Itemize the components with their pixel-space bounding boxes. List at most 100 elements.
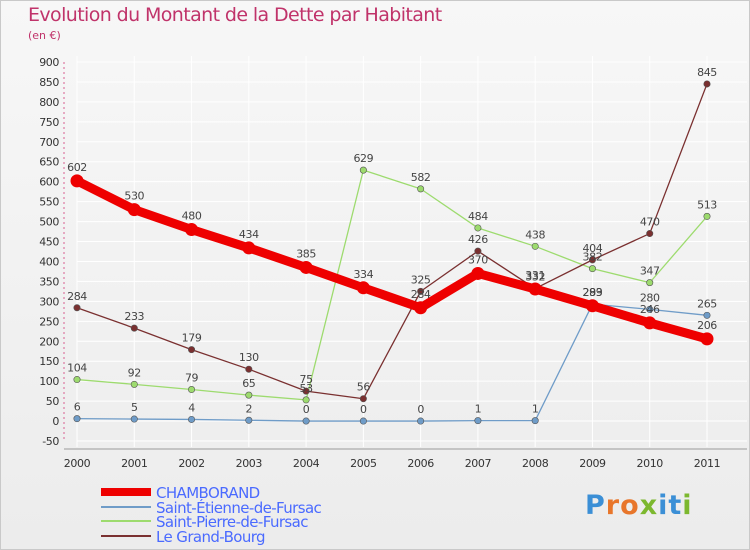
data-point bbox=[302, 417, 310, 425]
data-label: 0 bbox=[303, 403, 310, 416]
data-label: 530 bbox=[124, 190, 144, 203]
data-point bbox=[528, 282, 542, 296]
x-tick-label: 2002 bbox=[178, 457, 204, 470]
data-point bbox=[646, 305, 654, 313]
data-point bbox=[531, 417, 539, 425]
x-tick-label: 2010 bbox=[637, 457, 664, 470]
data-point bbox=[643, 316, 657, 330]
data-point bbox=[700, 332, 714, 346]
x-tick-label: 2008 bbox=[522, 457, 549, 470]
data-point bbox=[73, 415, 81, 423]
y-tick-label: 900 bbox=[39, 56, 59, 69]
data-point bbox=[302, 396, 310, 404]
y-tick-label: 650 bbox=[39, 156, 59, 169]
data-label: 293 bbox=[583, 286, 603, 299]
data-label: 1 bbox=[532, 403, 539, 416]
data-label: 434 bbox=[239, 228, 259, 241]
data-point bbox=[703, 212, 711, 220]
y-tick-label: 150 bbox=[39, 355, 59, 368]
data-point bbox=[703, 80, 711, 88]
chart-title: Evolution du Montant de la Dette par Hab… bbox=[28, 4, 442, 26]
data-point bbox=[356, 281, 370, 295]
legend-swatch bbox=[101, 534, 151, 537]
data-label: 92 bbox=[128, 366, 141, 379]
data-point bbox=[474, 224, 482, 232]
data-label: 385 bbox=[296, 247, 316, 260]
y-tick-label: 50 bbox=[46, 395, 60, 408]
data-label: 480 bbox=[182, 210, 202, 223]
data-label: 347 bbox=[640, 265, 660, 278]
data-point bbox=[359, 395, 367, 403]
data-label: 404 bbox=[583, 242, 603, 255]
data-label: 284 bbox=[411, 288, 431, 301]
y-tick-label: 850 bbox=[39, 76, 59, 89]
data-point bbox=[245, 365, 253, 373]
data-label: 845 bbox=[697, 66, 717, 79]
data-label: 629 bbox=[353, 152, 373, 165]
series-0 bbox=[70, 174, 714, 346]
y-tick-label: 250 bbox=[39, 315, 59, 328]
data-label: 56 bbox=[357, 381, 371, 394]
logo-letter: i bbox=[658, 490, 669, 521]
data-point bbox=[417, 417, 425, 425]
data-label: 75 bbox=[299, 373, 313, 386]
data-label: 5 bbox=[131, 401, 138, 414]
data-label: 4 bbox=[188, 401, 195, 414]
data-label: 325 bbox=[411, 273, 431, 286]
data-point bbox=[359, 417, 367, 425]
legend-label: Saint-Pierre-de-Fursac bbox=[156, 513, 308, 531]
data-label: 334 bbox=[353, 268, 373, 281]
data-label: 331 bbox=[525, 269, 545, 282]
data-label: 130 bbox=[239, 351, 259, 364]
series-1 bbox=[73, 300, 711, 425]
data-point bbox=[359, 166, 367, 174]
logo-letter: r bbox=[605, 490, 621, 521]
proxiti-logo: Proxiti bbox=[585, 490, 693, 521]
x-tick-label: 2000 bbox=[64, 457, 91, 470]
data-label: 370 bbox=[468, 253, 488, 266]
x-tick-label: 2003 bbox=[236, 457, 263, 470]
chart-subtitle: (en €) bbox=[28, 29, 61, 42]
series-line bbox=[76, 169, 708, 401]
data-label: 2 bbox=[246, 402, 253, 415]
data-label: 79 bbox=[185, 372, 199, 385]
y-tick-label: 750 bbox=[39, 116, 59, 129]
data-label: 1 bbox=[475, 403, 482, 416]
y-tick-label: -50 bbox=[42, 435, 59, 448]
x-tick-label: 2011 bbox=[694, 457, 720, 470]
data-point bbox=[188, 346, 196, 354]
data-point bbox=[299, 260, 313, 274]
data-label: 246 bbox=[640, 303, 660, 316]
series-line bbox=[72, 176, 712, 344]
data-point bbox=[585, 299, 599, 313]
data-point bbox=[73, 304, 81, 312]
y-tick-label: 350 bbox=[39, 275, 59, 288]
data-point bbox=[188, 386, 196, 394]
data-point bbox=[70, 174, 84, 188]
data-label: 265 bbox=[697, 297, 717, 310]
data-label: 280 bbox=[640, 291, 660, 304]
data-label: 206 bbox=[697, 319, 717, 332]
legend-label: CHAMBORAND bbox=[156, 484, 260, 502]
data-label: 233 bbox=[124, 310, 144, 323]
x-tick-label: 2006 bbox=[407, 457, 434, 470]
data-label: 513 bbox=[697, 198, 717, 211]
x-tick-label: 2004 bbox=[293, 457, 320, 470]
y-tick-label: 200 bbox=[39, 335, 59, 348]
data-point bbox=[474, 247, 482, 255]
y-tick-label: 550 bbox=[39, 196, 59, 209]
x-tick-label: 2001 bbox=[121, 457, 147, 470]
legend-label: Le Grand-Bourg bbox=[156, 527, 266, 546]
series-line bbox=[76, 83, 708, 400]
logo-letter: t bbox=[668, 490, 683, 521]
y-tick-label: 100 bbox=[39, 375, 59, 388]
gridlines bbox=[76, 56, 747, 447]
y-tick-label: 300 bbox=[39, 295, 59, 308]
data-point bbox=[185, 223, 199, 237]
data-point bbox=[130, 415, 138, 423]
y-tick-label: 700 bbox=[39, 136, 59, 149]
data-point bbox=[130, 324, 138, 332]
data-point bbox=[242, 241, 256, 255]
data-point bbox=[531, 242, 539, 250]
